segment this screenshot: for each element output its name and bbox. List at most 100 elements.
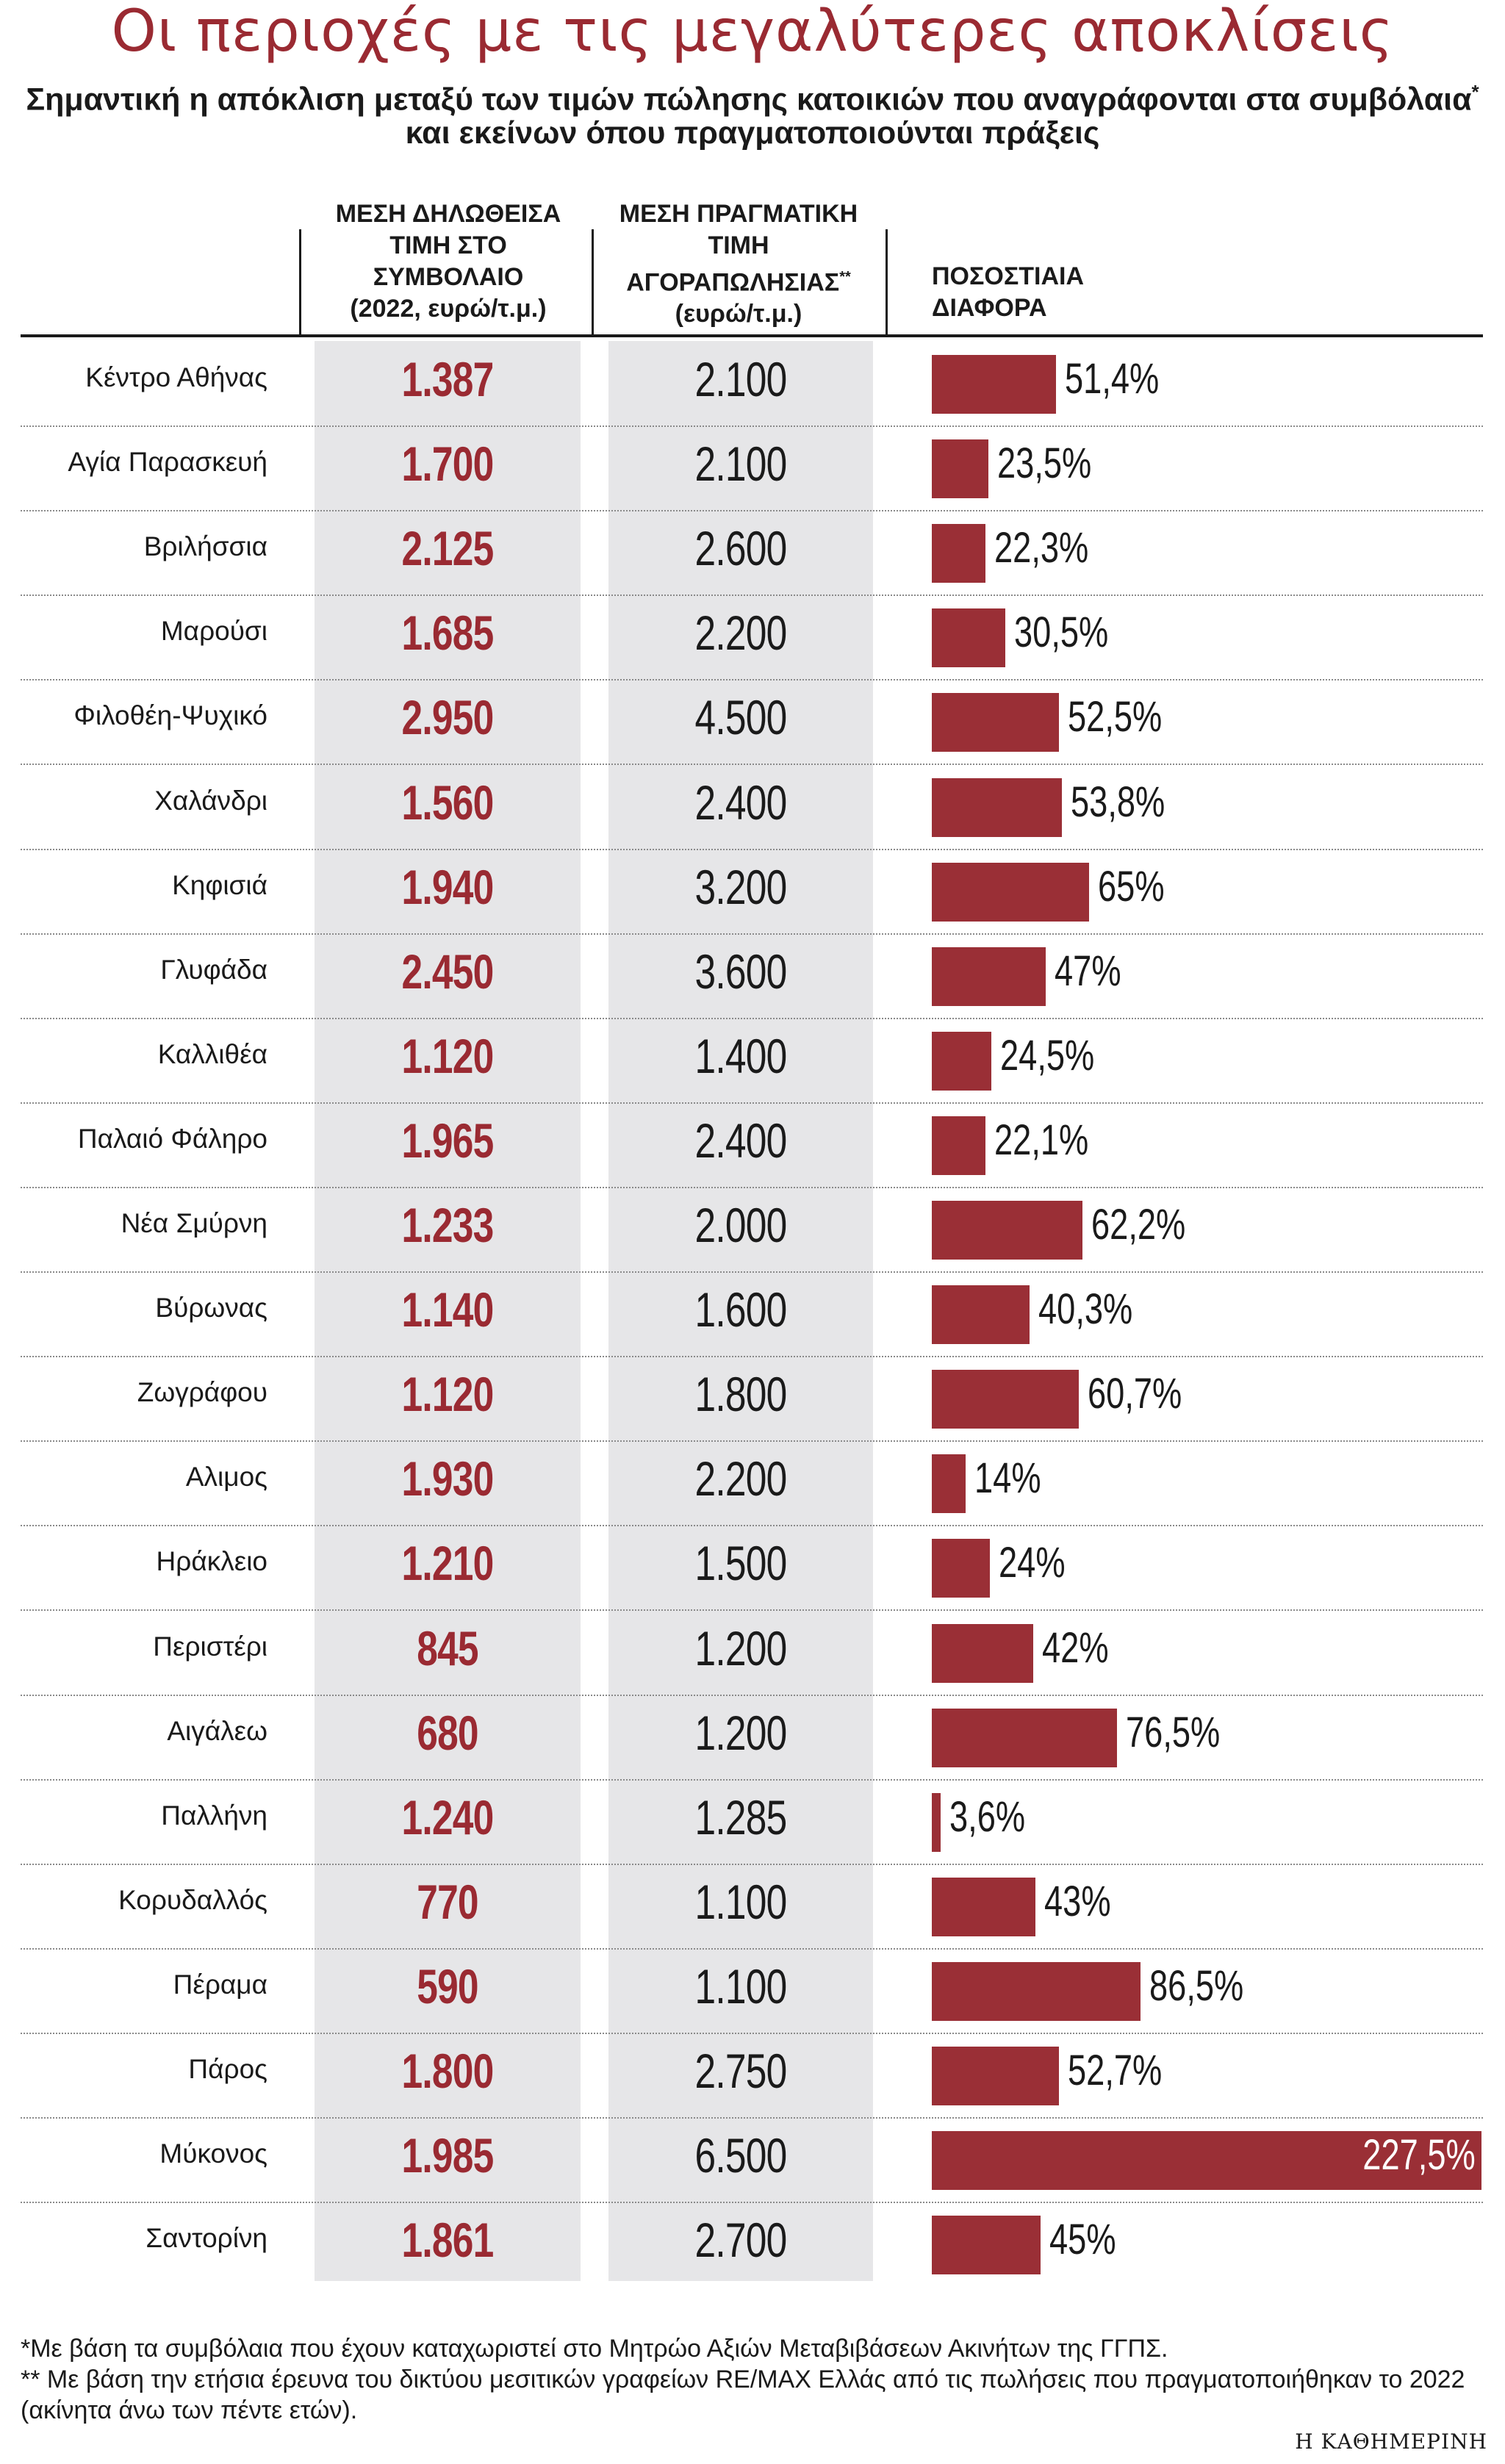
pct-difference-label: 22,1% [994,1116,1088,1164]
row-separator [21,1186,1483,1188]
actual-price-value: 4.500 [694,690,788,745]
region-label: Μαρούσι [160,616,267,647]
declared-price-value: 1.387 [401,352,495,406]
pct-difference-bar [932,355,1056,414]
row-separator [21,1778,1483,1781]
pct-difference-bar [932,1454,966,1514]
actual-price-value: 1.500 [694,1536,788,1591]
region-label: Παλλήνη [161,1800,267,1831]
pct-difference-bar [932,862,1089,922]
row-separator [21,679,1483,681]
pct-difference-bar [932,1201,1082,1260]
header-declared-line: ΜΕΣΗ ΔΗΛΩΘΕΙΣΑ [335,200,561,228]
row-separator [21,595,1483,597]
table-row: Παλλήνη 1.240 1.285 3,6% [0,1780,1505,1865]
region-label: Αγία Παρασκευή [68,447,267,478]
header-actual-line: ΜΕΣΗ ΠΡΑΓΜΑΤΙΚΗ [619,200,858,228]
table-row: Αλιμος 1.930 2.200 14% [0,1441,1505,1527]
declared-price-value: 1.965 [401,1113,495,1168]
header-pct-line: ΔΙΑΦΟΡΑ [932,294,1047,322]
region-label: Βριλήσσια [143,531,267,562]
table-row: Ηράκλειο 1.210 1.500 24% [0,1526,1505,1612]
region-label: Κορυδαλλός [118,1884,267,1915]
pct-difference-bar [932,1031,991,1091]
pct-difference-bar [932,524,986,583]
declared-price-value: 1.140 [401,1282,495,1337]
pct-difference-bar [932,608,1006,668]
footnote-1: *Με βάση τα συμβόλαια που έχουν καταχωρι… [21,2335,1168,2363]
table-row: Βύρωνας 1.140 1.600 40,3% [0,1272,1505,1358]
region-label: Ηράκλειο [156,1546,267,1577]
pct-difference-label: 43% [1044,1877,1111,1925]
pct-difference-label: 47% [1054,947,1121,995]
table-row: Γλυφάδα 2.450 3.600 47% [0,934,1505,1019]
declared-price-value: 1.240 [401,1789,495,1845]
pct-difference-bar [932,777,1062,837]
actual-price-value: 2.100 [694,352,788,406]
row-separator [21,764,1483,766]
pct-difference-label: 40,3% [1038,1285,1132,1334]
declared-price-value: 1.940 [401,859,495,914]
row-separator [21,1525,1483,1527]
declared-price-value: 845 [417,1620,478,1675]
row-separator [21,1102,1483,1104]
table-row: Σαντορίνη 1.861 2.700 45% [0,2202,1505,2287]
row-separator [21,1863,1483,1865]
actual-price-value: 1.100 [694,1874,788,1929]
table-row: Καλλιθέα 1.120 1.400 24,5% [0,1019,1505,1104]
pct-difference-label: 227,5% [1362,2131,1476,2180]
pct-difference-bar [932,1792,941,1852]
table-row: Χαλάνδρι 1.560 2.400 53,8% [0,765,1505,850]
pct-difference-bar [932,2047,1060,2105]
declared-price-value: 1.700 [401,437,495,492]
header-actual-price: ΜΕΣΗ ΠΡΑΓΜΑΤΙΚΗ ΤΙΜΗ ΑΓΟΡΑΠΩΛΗΣΙΑΣ** (ευ… [603,198,874,330]
declared-price-value: 1.560 [401,775,495,830]
pct-difference-label: 65% [1097,862,1165,910]
pct-difference-label: 52,7% [1068,2047,1163,2094]
region-label: Αλιμος [185,1462,267,1493]
declared-price-value: 1.120 [401,1028,495,1083]
column-divider [299,229,301,336]
table-row: Μύκονος 1.985 6.500 227,5% [0,2118,1505,2204]
actual-price-value: 1.100 [694,1958,788,2014]
region-label: Αιγάλεω [167,1715,267,1746]
header-actual-line: (ευρώ/τ.μ.) [675,300,802,328]
table-row: Ζωγράφου 1.120 1.800 60,7% [0,1357,1505,1443]
actual-price-value: 2.750 [694,2044,788,2098]
region-label: Βύρωνας [155,1293,267,1323]
table-row: Νέα Σμύρνη 1.233 2.000 62,2% [0,1188,1505,1273]
subtitle-footnote-mark: * [1471,81,1479,103]
table-row: Βριλήσσια 2.125 2.600 22,3% [0,511,1505,597]
region-label: Παλαιό Φάληρο [77,1123,267,1154]
table-row: Πάρος 1.800 2.750 52,7% [0,2033,1505,2119]
row-separator [21,1017,1483,1019]
actual-price-value: 2.400 [694,1113,788,1168]
row-separator [21,1356,1483,1358]
pct-difference-bar [932,947,1046,1006]
pct-difference-label: 3,6% [949,1792,1025,1841]
pct-difference-bar [932,2131,1481,2191]
declared-price-value: 680 [417,1705,478,1760]
header-percentage-difference: ΠΟΣΟΣΤΙΑΙΑ ΔΙΑΦΟΡΑ [932,261,1152,324]
pct-difference-bar [932,1961,1141,2021]
declared-price-value: 1.210 [401,1536,495,1591]
region-label: Γλυφάδα [160,954,267,985]
pct-difference-label: 51,4% [1064,355,1160,403]
table-row: Κηφισιά 1.940 3.200 65% [0,850,1505,935]
source-credit: Η ΚΑΘΗΜΕΡΙΝΗ [1295,2429,1487,2454]
pct-difference-bar [932,1708,1117,1767]
column-divider [886,229,888,336]
pct-difference-label: 45% [1049,2216,1116,2264]
row-separator [21,1271,1483,1273]
pct-difference-bar [932,693,1059,753]
table-row: Φιλοθέη-Ψυχικό 2.950 4.500 52,5% [0,680,1505,766]
actual-price-value: 2.600 [694,521,788,576]
declared-price-value: 1.233 [401,1198,495,1252]
row-separator [21,2117,1483,2119]
pct-difference-label: 24,5% [999,1031,1094,1080]
row-separator [21,1609,1483,1612]
row-separator [21,848,1483,850]
actual-price-value: 2.200 [694,1451,788,1506]
declared-price-value: 590 [417,1958,478,2014]
